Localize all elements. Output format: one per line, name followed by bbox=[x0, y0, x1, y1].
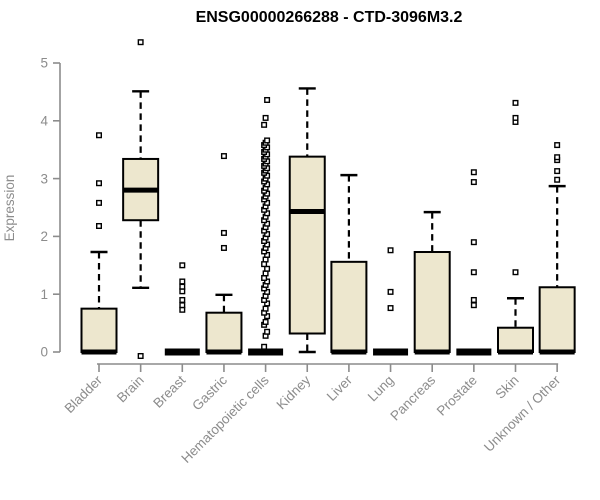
outlier-point bbox=[262, 256, 269, 263]
collapsed-box bbox=[456, 348, 492, 356]
x-tick-label: Brain bbox=[114, 373, 147, 406]
chart-title: ENSG00000266288 - CTD-3096M3.2 bbox=[196, 9, 463, 26]
y-tick-label: 4 bbox=[40, 114, 48, 129]
boxes-layer bbox=[80, 39, 576, 360]
outlier-point bbox=[262, 270, 269, 277]
box-group-bladder bbox=[80, 132, 118, 355]
box bbox=[288, 155, 326, 335]
x-tick-label: Unknown / Other bbox=[481, 372, 564, 455]
outlier-point bbox=[262, 305, 269, 312]
outlier-point bbox=[387, 288, 394, 295]
box bbox=[205, 311, 243, 354]
box-group-liver bbox=[330, 173, 368, 355]
outlier-point bbox=[512, 114, 519, 121]
outlier-point bbox=[95, 132, 102, 139]
outlier-point bbox=[220, 153, 227, 160]
outlier-point bbox=[554, 142, 561, 149]
outlier-point bbox=[512, 99, 519, 106]
y-axis-title: Expression bbox=[2, 175, 17, 242]
x-tick-label: Lung bbox=[365, 373, 397, 405]
outlier-point bbox=[470, 302, 477, 309]
outlier-point bbox=[264, 328, 271, 335]
x-tick-label: Skin bbox=[492, 373, 521, 402]
outlier-point bbox=[261, 275, 268, 282]
collapsed-box bbox=[373, 348, 409, 356]
box bbox=[497, 326, 534, 353]
box-group-unknown-other bbox=[538, 142, 576, 355]
box-group-lung bbox=[373, 247, 409, 356]
outlier-point bbox=[137, 353, 144, 360]
outlier-point bbox=[95, 199, 102, 206]
box bbox=[538, 286, 576, 354]
outlier-point bbox=[179, 306, 186, 313]
y-tick-label: 3 bbox=[40, 171, 48, 186]
outlier-point bbox=[95, 222, 102, 229]
box-group-skin bbox=[497, 99, 534, 355]
box-group-breast bbox=[164, 262, 200, 356]
box bbox=[80, 307, 118, 353]
outlier-point bbox=[264, 265, 271, 272]
outlier-point bbox=[179, 262, 186, 269]
box bbox=[413, 251, 451, 353]
outlier-point bbox=[470, 239, 477, 246]
outlier-point bbox=[554, 176, 561, 183]
outlier-point bbox=[179, 278, 186, 285]
outlier-point bbox=[262, 114, 269, 121]
x-tick-label: Bladder bbox=[62, 372, 106, 416]
y-tick-label: 1 bbox=[40, 287, 48, 302]
x-tick-label: Prostate bbox=[434, 373, 480, 419]
x-tick-label: Breast bbox=[150, 372, 188, 410]
outlier-point bbox=[179, 302, 186, 309]
outlier-point bbox=[262, 318, 269, 325]
x-tick-label: Gastric bbox=[189, 372, 230, 413]
box-group-gastric bbox=[205, 153, 243, 355]
outlier-point bbox=[470, 296, 477, 303]
outlier-point bbox=[554, 168, 561, 175]
box-group-kidney bbox=[288, 87, 326, 354]
outlier-point bbox=[179, 283, 186, 290]
outlier-point bbox=[470, 269, 477, 276]
outlier-point bbox=[264, 137, 271, 144]
outlier-point bbox=[220, 229, 227, 236]
outlier-point bbox=[387, 247, 394, 254]
box bbox=[330, 260, 368, 353]
outlier-point bbox=[261, 121, 268, 128]
outlier-point bbox=[264, 96, 271, 103]
box-group-hematopoietic-cells bbox=[248, 96, 284, 356]
outlier-point bbox=[261, 261, 268, 268]
outlier-point bbox=[95, 180, 102, 187]
x-tick-label: Pancreas bbox=[387, 372, 438, 423]
x-tick-label: Liver bbox=[324, 372, 356, 404]
outlier-point bbox=[470, 179, 477, 186]
outlier-point bbox=[220, 244, 227, 251]
outlier-point bbox=[179, 296, 186, 303]
x-tick-label: Kidney bbox=[274, 372, 314, 412]
y-tick-label: 2 bbox=[40, 229, 48, 244]
outlier-point bbox=[179, 288, 186, 295]
outlier-point bbox=[470, 169, 477, 176]
outlier-point bbox=[261, 343, 268, 350]
y-tick-label: 0 bbox=[40, 345, 48, 360]
collapsed-box bbox=[248, 348, 284, 356]
collapsed-box bbox=[164, 348, 200, 356]
y-tick-label: 5 bbox=[40, 56, 48, 71]
outlier-point bbox=[554, 154, 561, 161]
box-group-prostate bbox=[456, 169, 492, 356]
outlier-point bbox=[137, 39, 144, 46]
outlier-point bbox=[387, 305, 394, 312]
box-group-pancreas bbox=[413, 210, 451, 355]
outlier-point bbox=[512, 269, 519, 276]
box-group-brain bbox=[122, 39, 160, 360]
